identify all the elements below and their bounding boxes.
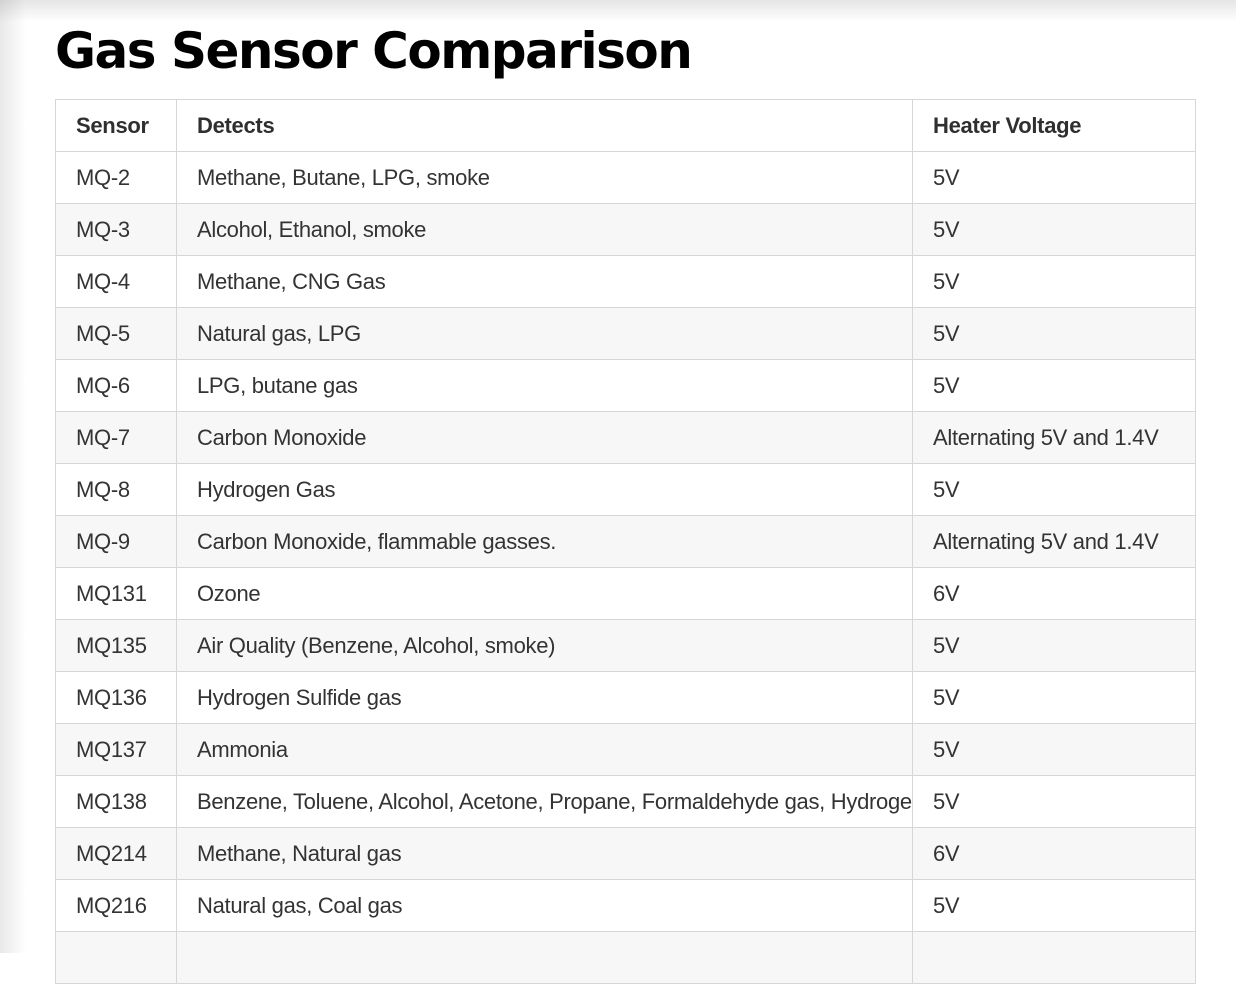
detects-cell: Air Quality (Benzene, Alcohol, smoke) [176, 619, 913, 672]
column-header-sensor: Sensor [55, 99, 177, 152]
heater-voltage-cell: Alternating 5V and 1.4V [912, 515, 1196, 568]
heater-voltage-cell: Alternating 5V and 1.4V [912, 411, 1196, 464]
viewport-left-shadow [0, 0, 26, 953]
table-row: MQ136 Hydrogen Sulfide gas 5V [55, 671, 1196, 724]
heater-voltage-cell: 5V [912, 151, 1196, 204]
heater-voltage-cell [912, 931, 1196, 984]
table-row: MQ-2 Methane, Butane, LPG, smoke 5V [55, 151, 1196, 204]
table-row: MQ-4 Methane, CNG Gas 5V [55, 255, 1196, 308]
sensor-cell: MQ-4 [55, 255, 177, 308]
page-title: Gas Sensor Comparison [55, 22, 693, 80]
heater-voltage-cell: 5V [912, 463, 1196, 516]
heater-voltage-cell: 6V [912, 567, 1196, 620]
heater-voltage-cell: 5V [912, 307, 1196, 360]
heater-voltage-cell: 5V [912, 255, 1196, 308]
column-header-heater-voltage: Heater Voltage [912, 99, 1196, 152]
heater-voltage-cell: 5V [912, 359, 1196, 412]
table-row: MQ137 Ammonia 5V [55, 723, 1196, 776]
table-row: MQ-7 Carbon Monoxide Alternating 5V and 1.… [55, 411, 1196, 464]
detects-cell: Natural gas, LPG [176, 307, 913, 360]
detects-cell: Methane, Natural gas [176, 827, 913, 880]
sensor-cell [55, 931, 177, 984]
table-row: MQ216 Natural gas, Coal gas 5V [55, 879, 1196, 932]
detects-cell [176, 931, 913, 984]
table-row: MQ135 Air Quality (Benzene, Alcohol, smok… [55, 619, 1196, 672]
sensor-cell: MQ131 [55, 567, 177, 620]
sensor-cell: MQ138 [55, 775, 177, 828]
sensor-cell: MQ-5 [55, 307, 177, 360]
detects-cell: Hydrogen Gas [176, 463, 913, 516]
heater-voltage-cell: 5V [912, 879, 1196, 932]
sensor-cell: MQ216 [55, 879, 177, 932]
gas-sensor-table: Sensor Detects Heater Voltage MQ-2 Methan… [55, 99, 1196, 984]
detects-cell: Methane, Butane, LPG, smoke [176, 151, 913, 204]
detects-cell: Hydrogen Sulfide gas [176, 671, 913, 724]
sensor-cell: MQ136 [55, 671, 177, 724]
table-header-row: Sensor Detects Heater Voltage [55, 99, 1196, 152]
table-row: MQ214 Methane, Natural gas 6V [55, 827, 1196, 880]
sensor-cell: MQ-8 [55, 463, 177, 516]
sensor-cell: MQ137 [55, 723, 177, 776]
detects-cell: Ammonia [176, 723, 913, 776]
column-header-detects: Detects [176, 99, 913, 152]
detects-cell: Methane, CNG Gas [176, 255, 913, 308]
table-row: MQ-6 LPG, butane gas 5V [55, 359, 1196, 412]
sensor-cell: MQ-3 [55, 203, 177, 256]
detects-cell: Alcohol, Ethanol, smoke [176, 203, 913, 256]
heater-voltage-cell: 6V [912, 827, 1196, 880]
detects-cell: Natural gas, Coal gas [176, 879, 913, 932]
sensor-cell: MQ-2 [55, 151, 177, 204]
heater-voltage-cell: 5V [912, 775, 1196, 828]
detects-cell: Carbon Monoxide, flammable gasses. [176, 515, 913, 568]
sensor-cell: MQ-9 [55, 515, 177, 568]
table-row: MQ-5 Natural gas, LPG 5V [55, 307, 1196, 360]
detects-cell: Benzene, Toluene, Alcohol, Acetone, Prop… [176, 775, 913, 828]
table-row: MQ-9 Carbon Monoxide, flammable gasses. Al… [55, 515, 1196, 568]
heater-voltage-cell: 5V [912, 203, 1196, 256]
sensor-cell: MQ-7 [55, 411, 177, 464]
sensor-cell: MQ135 [55, 619, 177, 672]
sensor-cell: MQ-6 [55, 359, 177, 412]
table-header: Sensor Detects Heater Voltage [55, 99, 1196, 152]
sensor-cell: MQ214 [55, 827, 177, 880]
table-row: MQ-8 Hydrogen Gas 5V [55, 463, 1196, 516]
heater-voltage-cell: 5V [912, 619, 1196, 672]
table-row: MQ138 Benzene, Toluene, Alcohol, Acetone,… [55, 775, 1196, 828]
viewport-top-shadow [0, 0, 1236, 22]
heater-voltage-cell: 5V [912, 723, 1196, 776]
table-body: MQ-2 Methane, Butane, LPG, smoke 5V MQ-3 Alc… [55, 151, 1196, 984]
detects-cell: Carbon Monoxide [176, 411, 913, 464]
table-row [55, 931, 1196, 984]
table-row: MQ131 Ozone 6V [55, 567, 1196, 620]
detects-cell: Ozone [176, 567, 913, 620]
heater-voltage-cell: 5V [912, 671, 1196, 724]
detects-cell: LPG, butane gas [176, 359, 913, 412]
table-row: MQ-3 Alcohol, Ethanol, smoke 5V [55, 203, 1196, 256]
